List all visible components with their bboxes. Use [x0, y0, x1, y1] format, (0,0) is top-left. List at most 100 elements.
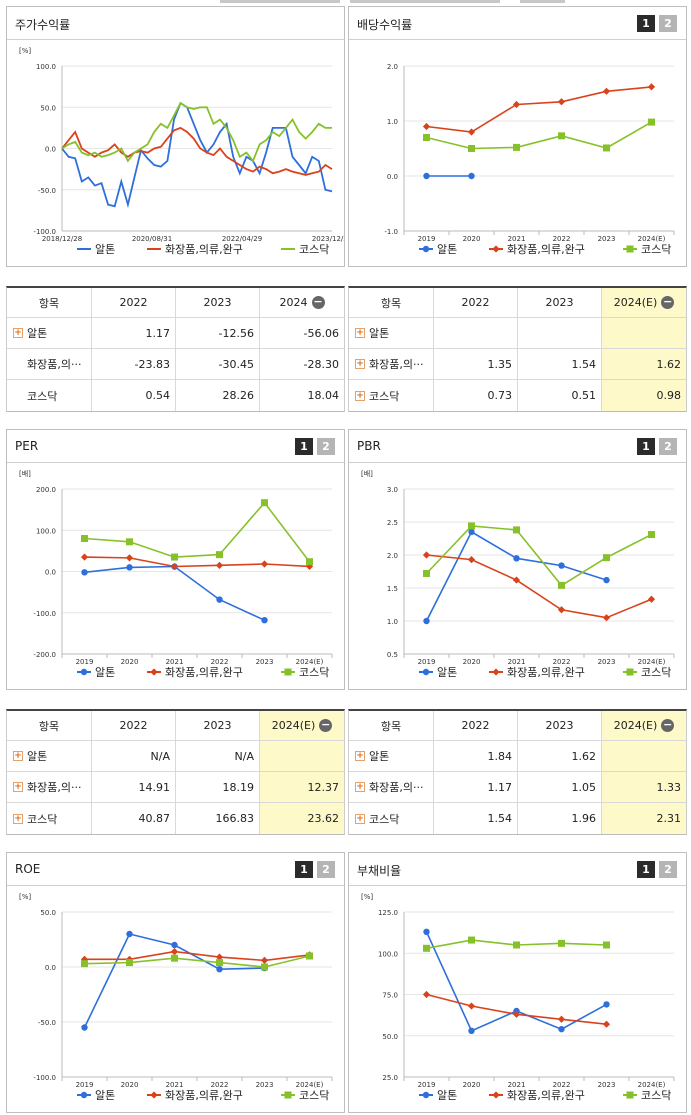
- data-point: [126, 538, 133, 546]
- expand-plus-icon[interactable]: +: [355, 328, 365, 338]
- x-tick-label: 2021: [166, 658, 184, 666]
- collapse-icon[interactable]: −: [661, 295, 675, 309]
- page-1-button[interactable]: 1: [295, 438, 313, 455]
- table-cell: 1.17: [91, 318, 175, 348]
- x-tick-label: 2024(E): [296, 1081, 324, 1089]
- legend-label: 화장품,의류,완구: [507, 1089, 585, 1102]
- unit-label: [%]: [19, 893, 31, 901]
- legend-marker: [284, 668, 292, 676]
- y-tick-label: 1.0: [387, 618, 398, 626]
- data-point: [260, 560, 269, 568]
- y-tick-label: 50.0: [40, 104, 56, 112]
- column-header: 2022: [91, 288, 175, 317]
- table-cell: 18.19: [175, 772, 259, 802]
- legend-label: 알톤: [95, 1088, 115, 1102]
- expand-plus-icon[interactable]: +: [355, 359, 365, 369]
- data-point: [171, 553, 178, 561]
- y-tick-label: 100.0: [36, 527, 56, 535]
- collapse-icon[interactable]: −: [319, 718, 333, 732]
- expand-plus-icon[interactable]: +: [13, 813, 23, 824]
- data-point: [80, 553, 89, 561]
- table-cell: 18.04: [259, 380, 344, 411]
- column-header: 2024(E) −: [601, 288, 686, 317]
- x-tick-label: 2020: [463, 235, 481, 243]
- y-tick-label: 1.0: [387, 118, 398, 126]
- page-2-button[interactable]: 2: [659, 861, 677, 878]
- data-point: [171, 954, 178, 962]
- legend-label: 화장품,의류,완구: [165, 243, 243, 256]
- x-tick-label: 2022: [553, 658, 571, 666]
- table-cell: -12.56: [175, 318, 259, 348]
- pbr-table: 항목 2022 2023 2024(E) − + 알톤 1.84 1.62 + 화장품,의··· 1.…: [348, 709, 687, 835]
- data-point: [468, 528, 475, 536]
- table-cell: 1.54: [517, 349, 601, 379]
- column-header-label: 항목: [380, 296, 402, 310]
- expand-plus-icon[interactable]: +: [355, 782, 365, 792]
- data-point: [557, 1015, 566, 1023]
- x-tick-label: 2023: [598, 1081, 616, 1089]
- data-point: [468, 1027, 475, 1034]
- y-tick-label: 2.0: [387, 552, 398, 560]
- expand-plus-icon[interactable]: +: [355, 813, 365, 824]
- column-header: 2023: [517, 288, 601, 317]
- x-tick-label: 2023: [598, 235, 616, 243]
- table-header: 항목 2022 2023 2024(E) −: [349, 711, 686, 741]
- table-cell: -56.06: [259, 318, 344, 348]
- series-line: [84, 565, 265, 621]
- expand-plus-icon[interactable]: +: [13, 328, 23, 338]
- legend-marker: [422, 1091, 430, 1099]
- chart-svg: 2.0 1.0 0.0 -1.0 2019 2020 2021 2022 2023 2024(E)…: [384, 63, 675, 256]
- column-header: 2023: [175, 288, 259, 317]
- legend-label: 알톤: [437, 665, 457, 679]
- table-row: + 알톤 1.17 -12.56 -56.06: [7, 318, 344, 349]
- data-point: [603, 576, 610, 584]
- page-2-button[interactable]: 2: [317, 861, 335, 878]
- page-2-button[interactable]: 2: [659, 438, 677, 455]
- expand-plus-icon[interactable]: +: [355, 390, 365, 401]
- column-header-label: 항목: [380, 719, 402, 733]
- x-tick-label: 2024(E): [296, 658, 324, 666]
- row-label: + 화장품,의···: [349, 349, 433, 379]
- top-strip: [0, 0, 691, 6]
- x-tick-label: 2021: [166, 1081, 184, 1089]
- expand-plus-icon[interactable]: +: [13, 782, 23, 792]
- panel-header: 부채비율 1 2: [349, 853, 686, 886]
- legend-label: 알톤: [437, 1088, 457, 1102]
- legend-marker: [80, 1091, 88, 1099]
- row-name: 코스닥: [27, 389, 58, 403]
- data-point: [126, 564, 133, 571]
- data-point: [423, 134, 430, 141]
- page-1-button[interactable]: 1: [637, 438, 655, 455]
- column-header: 2023: [517, 711, 601, 740]
- page-1-button[interactable]: 1: [637, 861, 655, 878]
- data-point: [558, 132, 565, 140]
- collapse-icon[interactable]: −: [661, 718, 675, 732]
- y-tick-label: 0.5: [387, 651, 398, 659]
- page-1-button[interactable]: 1: [637, 15, 655, 32]
- legend-marker: [492, 1091, 500, 1099]
- data-point: [557, 98, 566, 106]
- legend-label: 알톤: [95, 665, 115, 679]
- column-header-label: 2023: [203, 719, 232, 732]
- y-tick-label: 0.0: [45, 964, 56, 972]
- data-point: [648, 531, 655, 539]
- column-header: 2024(E) −: [259, 711, 344, 740]
- expand-plus-icon[interactable]: +: [13, 751, 23, 761]
- y-tick-label: 0.0: [45, 146, 56, 154]
- y-tick-label: 100.0: [36, 63, 56, 71]
- page-2-button[interactable]: 2: [659, 15, 677, 32]
- page-1-button[interactable]: 1: [295, 861, 313, 878]
- expand-plus-icon[interactable]: +: [355, 751, 365, 761]
- data-point: [558, 581, 565, 589]
- table-cell: 40.87: [91, 803, 175, 834]
- data-point: [467, 128, 476, 136]
- pbr-panel: PBR 1 2 [배] 3.0 2.5 2.0 1.5 1.0 0.5 2019 2020 2021 20…: [348, 429, 687, 690]
- collapse-icon[interactable]: −: [311, 295, 325, 309]
- page-2-button[interactable]: 2: [317, 438, 335, 455]
- table-row: + 코스닥 40.87 166.83 23.62: [7, 803, 344, 834]
- table-cell: 0.51: [517, 380, 601, 411]
- table-cell: 1.84: [433, 741, 517, 771]
- legend-marker: [626, 245, 634, 253]
- x-tick-label: 2022: [553, 1081, 571, 1089]
- table-header: 항목 2022 2023 2024−: [7, 288, 344, 318]
